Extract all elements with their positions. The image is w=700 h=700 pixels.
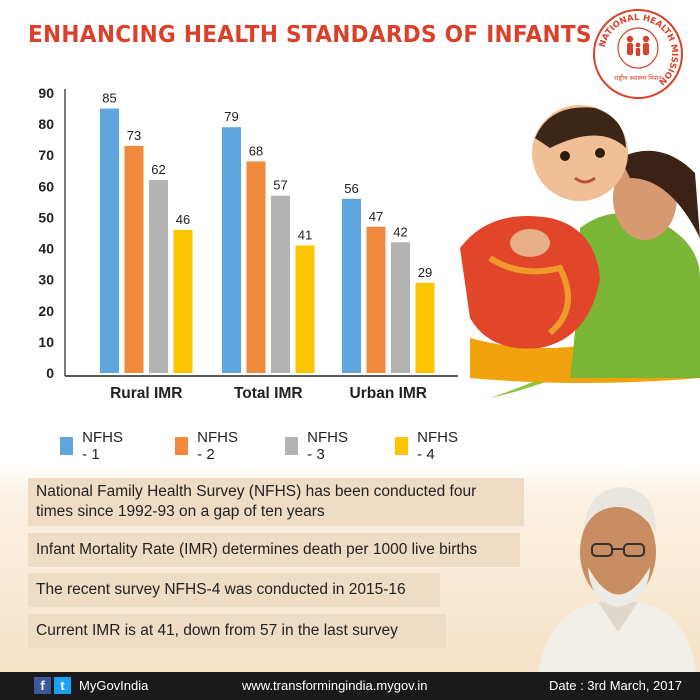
twitter-icon[interactable]: t [54,677,71,694]
fact-nfhs-history: National Family Health Survey (NFHS) has… [28,478,524,526]
mother-child-photo [460,105,700,398]
bar [149,180,168,373]
y-tick-label: 80 [38,116,54,132]
bar-data-label: 47 [369,209,383,224]
bar-data-label: 57 [273,178,287,193]
bar-data-label: 85 [102,91,116,106]
y-tick-label: 50 [38,209,54,225]
y-tick-label: 70 [38,147,54,163]
bar [366,226,386,373]
footer-url[interactable]: www.transformingindia.mygov.in [242,678,428,693]
bar-data-label: 41 [298,227,312,242]
bar [100,108,119,374]
footer: f t MyGovIndia www.transformingindia.myg… [0,672,700,700]
y-tick-label: 40 [38,241,54,257]
legend-swatch [285,437,299,455]
footer-date: Date : 3rd March, 2017 [549,678,682,693]
legend-label: NFHS - 4 [417,429,458,463]
bar [295,245,315,373]
bar [342,198,361,373]
legend-item-nfhs-1: NFHS - 1 [60,429,128,463]
bar-series [100,108,435,374]
legend-swatch [395,437,409,455]
bar [246,161,266,373]
bar [124,145,144,373]
y-tick-label: 90 [38,85,54,101]
bar-data-label: 68 [249,143,263,158]
social-handle: MyGovIndia [79,678,149,693]
bar-data-label: 29 [418,265,432,280]
portrait-photo [538,487,696,672]
fact-nfhs4-year: The recent survey NFHS-4 was conducted i… [28,573,440,607]
legend-item-nfhs-2: NFHS - 2 [175,429,243,463]
bar [173,229,193,373]
fact-imr-definition: Infant Mortality Rate (IMR) determines d… [28,533,520,567]
legend-label: NFHS - 1 [82,429,123,463]
fact-current-imr: Current IMR is at 41, down from 57 in th… [28,614,446,648]
x-category-label: Total IMR [234,385,303,402]
page-title: ENHANCING HEALTH STANDARDS OF INFANTS [28,22,592,48]
bar-data-label: 42 [393,224,407,239]
bar [271,195,290,373]
legend-label: NFHS - 2 [197,429,238,463]
y-tick-label: 30 [38,272,54,288]
legend-label: NFHS - 3 [307,429,348,463]
y-tick-label: 10 [38,334,54,350]
legend-item-nfhs-4: NFHS - 4 [395,429,463,463]
bar-data-label: 46 [176,212,190,227]
x-axis-categories: Rural IMR Total IMR Urban IMR [110,385,427,402]
imr-bar-chart: 0 10 20 30 40 50 60 70 80 90 85 73 62 46 79 68 57 41 56 47… [38,85,458,402]
x-category-label: Rural IMR [110,385,182,402]
legend-swatch [175,437,189,455]
facebook-icon[interactable]: f [34,677,51,694]
bar-data-labels: 85 73 62 46 79 68 57 41 56 47 42 29 [102,91,432,280]
legend-item-nfhs-3: NFHS - 3 [285,429,353,463]
bar-data-label: 73 [127,128,141,143]
y-axis-ticks: 0 10 20 30 40 50 60 70 80 90 [38,85,54,381]
bar [391,242,410,373]
y-tick-label: 20 [38,303,54,319]
y-tick-label: 0 [46,365,54,381]
y-tick-label: 60 [38,178,54,194]
national-health-mission-logo: NATIONAL HEALTH MISSION राष्ट्रीय स्वास्… [593,9,683,99]
legend-swatch [60,437,74,455]
x-category-label: Urban IMR [350,385,428,402]
bar-data-label: 62 [151,162,165,177]
bar-data-label: 56 [344,181,358,196]
logo-subtext: राष्ट्रीय स्वास्थ्य मिशन [614,74,662,82]
bar [415,282,435,373]
bar-data-label: 79 [224,109,238,124]
bar [222,127,241,373]
